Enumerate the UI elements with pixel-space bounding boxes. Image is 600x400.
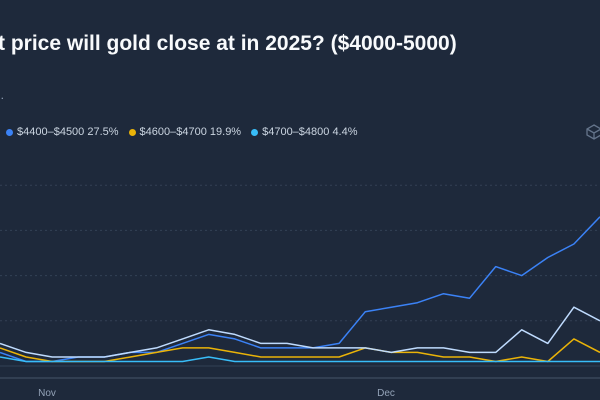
- legend-item-3[interactable]: $4700–$4800 4.4%: [251, 126, 358, 138]
- legend: $4400–$4500 27.5% $4600–$4700 19.9% $470…: [6, 126, 358, 138]
- legend-label-1: $4400–$4500 27.5%: [17, 126, 119, 138]
- subtitle-fragment: l.: [0, 88, 4, 102]
- legend-dot-3: [251, 128, 259, 136]
- chart-title: t price will gold close at in 2025? ($40…: [0, 32, 457, 55]
- x-tick-label-nov: Nov: [38, 388, 56, 399]
- legend-label-2: $4600–$4700 19.9%: [139, 126, 242, 138]
- x-tick-label-dec: Dec: [377, 388, 395, 399]
- series-line-2: [0, 338, 600, 363]
- legend-dot-2: [128, 128, 136, 136]
- legend-item-2[interactable]: $4600–$4700 19.9%: [128, 126, 242, 138]
- legend-dot-1: [6, 128, 13, 136]
- series-line-4: [0, 306, 600, 358]
- legend-label-3: $4700–$4800 4.4%: [262, 126, 358, 138]
- legend-item-1[interactable]: $4400–$4500 27.5%: [6, 126, 119, 138]
- cube-outline-icon: [586, 124, 600, 140]
- series-line-3: [0, 356, 600, 363]
